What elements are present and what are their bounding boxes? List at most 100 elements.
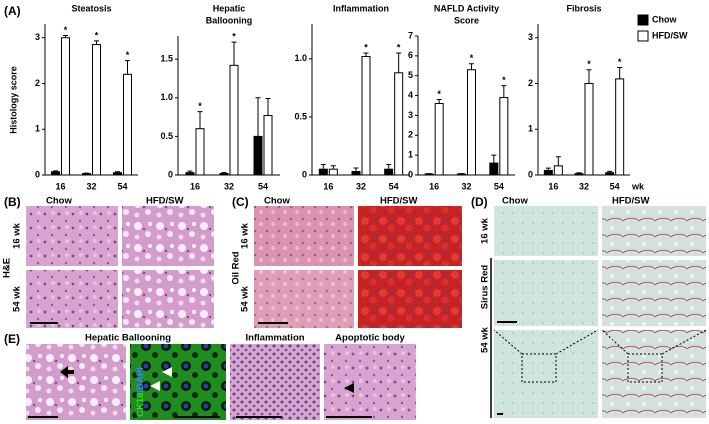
bar — [543, 169, 553, 176]
significance: * — [470, 53, 474, 63]
bar — [229, 64, 239, 176]
stain-part: CK18 — [135, 393, 146, 417]
error-bar — [396, 52, 402, 73]
y-tick-label: 1 — [528, 124, 533, 134]
error-bar — [125, 60, 130, 75]
error-bar — [221, 172, 227, 174]
bar — [219, 172, 229, 176]
legend-swatch — [637, 14, 649, 26]
bar — [584, 82, 594, 176]
y-tick-label: 2 — [408, 130, 413, 140]
error-bar — [255, 97, 261, 137]
x-tick-label: 16 — [429, 181, 439, 191]
bar — [92, 44, 101, 176]
row-label: 16 wk — [12, 222, 23, 249]
y-tick-label: 3 — [35, 32, 40, 42]
legend-label: Chow — [652, 14, 677, 24]
arrowhead — [150, 367, 172, 391]
y-tick-label: 0 — [35, 169, 40, 179]
micrograph — [494, 260, 598, 326]
error-bar — [617, 66, 623, 79]
column-label: HFD/SW — [146, 196, 184, 207]
y-tick-label: 1.0 — [294, 53, 307, 63]
error-bar — [436, 99, 442, 104]
y-tick-label: 0 — [168, 169, 173, 179]
bar — [253, 135, 263, 176]
chart-title: Ballooning — [206, 15, 253, 25]
micrograph — [602, 260, 706, 326]
micrograph — [324, 344, 416, 420]
error-bar — [63, 34, 68, 38]
error-bar — [607, 170, 613, 173]
bar — [489, 162, 499, 176]
error-bar — [501, 85, 507, 98]
error-bar — [576, 172, 582, 174]
stain-label: CK18/DAPI — [135, 367, 146, 417]
significance: * — [95, 30, 99, 40]
panel-label: (E) — [4, 332, 20, 346]
bar — [457, 173, 466, 176]
x-tick-label: 32 — [356, 181, 366, 191]
x-tick-label: 16 — [323, 181, 333, 191]
bar — [263, 115, 273, 176]
micrograph — [602, 206, 706, 256]
micrograph — [254, 206, 354, 266]
bar — [434, 103, 444, 176]
x-tick-label: 32 — [86, 181, 96, 191]
bar — [361, 56, 371, 176]
column-label: Chow — [502, 196, 528, 207]
error-bar — [320, 164, 326, 170]
error-bar — [265, 98, 271, 116]
bar — [467, 69, 476, 176]
chart-title: Steatosis — [71, 3, 111, 13]
significance: * — [502, 75, 506, 85]
x-tick-label: 54 — [610, 181, 620, 191]
column-label: HFD/SW — [380, 196, 418, 207]
panel-label: (B) — [4, 195, 21, 209]
legend-label: HFD/SW — [652, 30, 688, 40]
significance: * — [126, 50, 130, 60]
micrograph — [602, 330, 706, 418]
y-tick-label: 0.5 — [294, 111, 307, 121]
panel-label: (A) — [4, 4, 21, 18]
error-bar — [115, 171, 120, 173]
arrowhead — [344, 383, 354, 393]
bar — [605, 172, 615, 176]
image-title: Apoptotic body — [335, 333, 405, 344]
error-bar — [586, 69, 592, 84]
micrograph — [122, 206, 214, 266]
chart-title: Hepatic — [213, 3, 246, 13]
x-tick-label: 16 — [55, 181, 65, 191]
x-tick-label: 32 — [461, 181, 471, 191]
column-label: Chow — [46, 196, 72, 207]
micrograph — [494, 330, 598, 418]
bar — [61, 37, 70, 176]
micrograph — [358, 206, 462, 266]
bar — [82, 173, 91, 176]
error-bar — [555, 156, 561, 166]
x-axis-label: wk — [631, 181, 645, 191]
micrograph — [130, 344, 226, 420]
significance: * — [198, 101, 202, 111]
panel-label: (C) — [232, 195, 249, 209]
chart-title: Fibrosis — [566, 3, 601, 13]
error-bar — [386, 164, 392, 170]
bar — [424, 173, 434, 176]
row-label: 16 wk — [480, 217, 491, 244]
y-tick-label: 1.0 — [160, 92, 173, 102]
bar — [499, 97, 509, 176]
significance: * — [397, 42, 401, 52]
bar — [185, 172, 195, 176]
y-tick-label: 0 — [408, 169, 413, 179]
bar — [384, 168, 394, 176]
chart-title: NAFLD Activity — [434, 3, 499, 13]
bar — [615, 78, 625, 176]
bar — [328, 168, 338, 176]
bar — [113, 172, 122, 176]
y-tick-label: 4 — [408, 90, 413, 100]
bar — [574, 173, 584, 176]
stain-label: Oil Red — [231, 251, 242, 284]
chart-title: Inflammation — [333, 3, 389, 13]
column-label: HFD/SW — [612, 196, 650, 207]
bar — [351, 171, 361, 176]
